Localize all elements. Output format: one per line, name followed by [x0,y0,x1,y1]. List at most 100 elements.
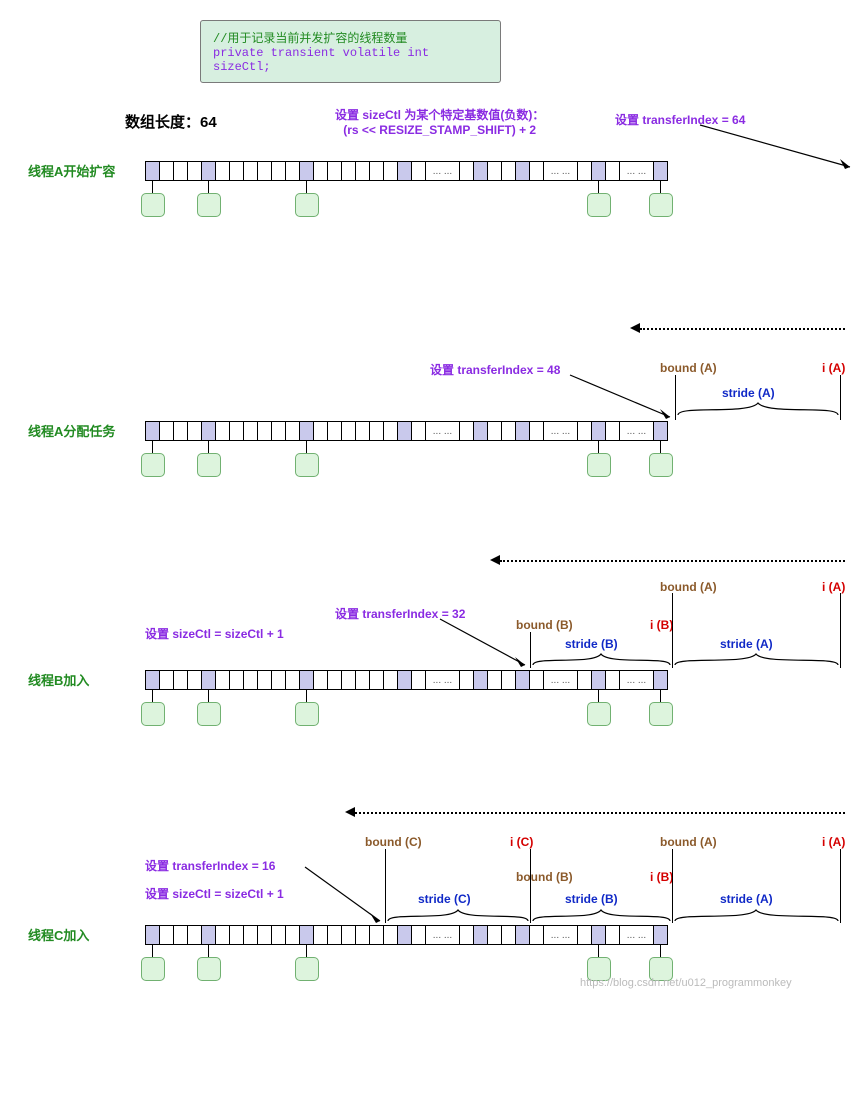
array-cell [412,925,426,945]
array-cell [502,670,516,690]
array-cell: ... ... [544,670,578,690]
array-cell [502,421,516,441]
array-cell [530,421,544,441]
array-cell [578,925,592,945]
set-sizectl-line2: (rs << RESIZE_STAMP_SHIFT) + 2 [343,123,536,137]
watermark: https://blog.csdn.net/u012_programmonkey [580,977,792,989]
bucket-node [295,702,319,726]
array-cell [342,161,356,181]
array-cell: ... ... [544,161,578,181]
bound-a-3: bound (A) [660,580,717,594]
array-cell [488,421,502,441]
array-cell [530,925,544,945]
array-cell [258,161,272,181]
array-cell [202,925,216,945]
row-label-3: 线程B加入 [28,670,89,689]
array-cell: ... ... [544,925,578,945]
set-sizectl-note: 设置 sizeCtl 为某个特定基数值(负数)： (rs << RESIZE_S… [335,106,544,137]
array-cell [258,925,272,945]
array-cell [516,161,530,181]
i-c-4: i (C) [510,835,533,849]
code-line: private transient volatile int sizeCtl; [213,46,488,74]
array-cell [146,670,160,690]
bound-b-4: bound (B) [516,870,573,884]
bucket-node [649,702,673,726]
i-a-3: i (A) [822,580,845,594]
array-cell [578,421,592,441]
stride-a-3: stride (A) [720,637,773,651]
array-cell [328,670,342,690]
bucket-node [587,193,611,217]
array-cell [146,421,160,441]
array-cell [160,421,174,441]
array-cell [502,925,516,945]
array-cell [370,925,384,945]
bucket-node [141,193,165,217]
array-cell [230,161,244,181]
array-cell [530,670,544,690]
stride-b-3: stride (B) [565,637,618,651]
array-cell: ... ... [426,421,460,441]
array-cell [488,161,502,181]
code-comment-box: //用于记录当前并发扩容的线程数量 private transient vola… [200,20,501,83]
array-cell [314,925,328,945]
array-cell [460,670,474,690]
i-b-3: i (B) [650,618,673,632]
array-cell [146,161,160,181]
array-cell [342,925,356,945]
array-cell [174,421,188,441]
array-cell [272,670,286,690]
array-cell [342,421,356,441]
array-cell [474,670,488,690]
array-cell [328,161,342,181]
array-cell [188,161,202,181]
array-cell [356,925,370,945]
array-cell [286,925,300,945]
array-cell [578,670,592,690]
array-cell [272,421,286,441]
array-cell [460,925,474,945]
array-cell [258,421,272,441]
array-cell [398,925,412,945]
array-cell: ... ... [620,421,654,441]
array-cell [230,670,244,690]
array-cell [654,421,668,441]
array-cell [174,161,188,181]
array-cell [272,161,286,181]
array-cell [230,925,244,945]
row-label-4: 线程C加入 [28,925,89,944]
array-cell [384,421,398,441]
array-cell [174,925,188,945]
array-cell [356,161,370,181]
array-cell [606,670,620,690]
array-cell [384,161,398,181]
array-cell [384,925,398,945]
bound-c-4: bound (C) [365,835,422,849]
array-1: ... ...... ...... ... [145,161,668,181]
i-a-4: i (A) [822,835,845,849]
bound-a-2: bound (A) [660,361,717,375]
array-4: ... ...... ...... ... [145,925,668,945]
array-cell [160,670,174,690]
array-cell [516,670,530,690]
array-cell [606,925,620,945]
array-cell [286,670,300,690]
array-cell [460,421,474,441]
array-cell [412,161,426,181]
array-cell: ... ... [426,670,460,690]
bucket-node [141,702,165,726]
array-cell [460,161,474,181]
array-cell [502,161,516,181]
array-cell [216,421,230,441]
array-cell [328,925,342,945]
array-cell [592,925,606,945]
array-cell [654,670,668,690]
array-cell [530,161,544,181]
array-cell [202,161,216,181]
array-cell [606,161,620,181]
i-b-4: i (B) [650,870,673,884]
array-cell [160,161,174,181]
array-cell [286,161,300,181]
array-cell [160,925,174,945]
array-cell [258,670,272,690]
